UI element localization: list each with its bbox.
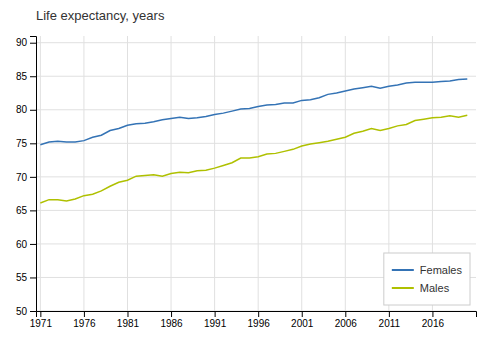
y-grid-line	[36, 109, 476, 110]
x-tick-mark	[258, 311, 259, 317]
x-grid-line	[258, 36, 259, 311]
x-axis: 1971 1976 1981 1986 1991 1996 2001 2006 2011 2016	[30, 311, 477, 329]
legend-label: Females	[420, 264, 463, 276]
y-grid-line	[36, 176, 476, 177]
y-tick-mark	[30, 277, 36, 278]
y-tick-mark	[30, 244, 36, 245]
y-tick-label: 55	[16, 272, 28, 283]
x-grid-line	[345, 36, 346, 311]
x-tick-label: 1981	[117, 318, 140, 329]
legend-swatch	[392, 287, 414, 289]
x-tick-label: 1986	[160, 318, 183, 329]
y-tick-mark	[30, 76, 36, 77]
y-tick-mark	[30, 210, 36, 211]
y-axis: 50 55 60 65 70 75 80 85 90	[16, 37, 37, 317]
x-grid-line	[83, 36, 84, 311]
x-tick-label: 1991	[204, 318, 227, 329]
y-tick: 70	[16, 172, 36, 183]
chart: 1971 1976 1981 1986 1991 1996 2001 2006 2011 2016…	[0, 0, 492, 339]
x-tick-label: 1996	[248, 318, 271, 329]
y-tick-label: 50	[16, 306, 28, 317]
x-tick: 2006	[335, 311, 358, 329]
y-grid-line	[36, 76, 476, 77]
x-tick-mark	[302, 311, 303, 317]
y-tick: 80	[16, 104, 36, 115]
y-tick: 50	[16, 306, 36, 317]
x-tick: 2011	[379, 311, 401, 329]
x-grid-line	[214, 36, 215, 311]
y-tick-mark	[30, 311, 36, 312]
legend-label: Males	[420, 282, 450, 294]
y-axis-line	[30, 37, 37, 312]
y-tick-label: 60	[16, 239, 28, 250]
y-tick-mark	[30, 43, 36, 44]
x-grid-line	[301, 36, 302, 311]
x-tick-mark	[215, 311, 216, 317]
x-tick-mark	[84, 311, 85, 317]
x-tick: 1986	[160, 311, 183, 329]
x-tick-mark	[127, 311, 128, 317]
y-tick-label: 90	[16, 37, 28, 48]
y-tick: 85	[16, 71, 36, 82]
x-grid-line	[40, 36, 41, 311]
y-grid-line	[36, 143, 476, 144]
y-tick-label: 65	[16, 205, 28, 216]
y-tick-mark	[30, 110, 36, 111]
x-tick-mark	[40, 311, 41, 317]
y-grid-line	[36, 210, 476, 211]
y-tick-label: 70	[16, 172, 28, 183]
x-tick-mark	[432, 311, 433, 317]
x-tick-label: 2001	[291, 318, 314, 329]
plot: 1971 1976 1981 1986 1991 1996 2001 2006 2011 2016…	[16, 36, 477, 329]
y-tick: 75	[16, 138, 36, 149]
y-tick: 65	[16, 205, 36, 216]
y-tick: 55	[16, 272, 36, 283]
title: Life expectancy, years	[36, 8, 165, 23]
x-tick: 1991	[204, 311, 227, 329]
x-grid-line	[127, 36, 128, 311]
x-tick: 1976	[73, 311, 96, 329]
grid	[36, 36, 476, 311]
x-tick-mark	[389, 311, 390, 317]
x-tick-mark	[171, 311, 172, 317]
legend-item: Females	[392, 264, 463, 276]
x-tick-label: 2006	[335, 318, 358, 329]
y-tick: 90	[16, 37, 36, 48]
y-grid-line	[36, 42, 476, 43]
legend-box	[384, 253, 470, 305]
y-tick-label: 80	[16, 104, 28, 115]
series-line	[40, 79, 467, 145]
legend-swatch	[392, 269, 414, 271]
y-tick: 60	[16, 239, 36, 250]
x-tick-mark	[345, 311, 346, 317]
x-tick-label: 2011	[379, 318, 401, 329]
x-tick: 1981	[117, 311, 140, 329]
x-tick: 2001	[291, 311, 314, 329]
marks	[40, 79, 467, 203]
x-tick: 1996	[248, 311, 271, 329]
y-tick-label: 85	[16, 71, 28, 82]
x-tick-label: 1971	[30, 318, 53, 329]
x-axis-line	[37, 312, 477, 318]
legend: Females Males	[384, 253, 470, 305]
y-tick-mark	[30, 177, 36, 178]
x-tick-label: 1976	[73, 318, 96, 329]
x-tick: 2016	[422, 311, 445, 329]
y-grid-line	[36, 243, 476, 244]
series-line	[40, 115, 467, 203]
legend-item: Males	[392, 282, 450, 294]
x-tick: 1971	[30, 311, 53, 329]
x-tick-label: 2016	[422, 318, 445, 329]
y-tick-mark	[30, 143, 36, 144]
y-tick-label: 75	[16, 138, 28, 149]
